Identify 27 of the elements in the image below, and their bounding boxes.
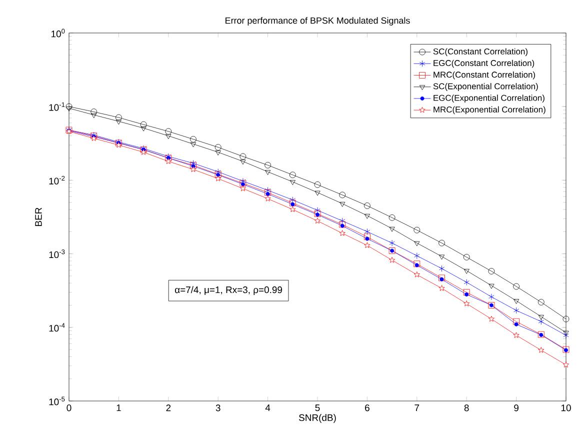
annotation: α=7/4, μ=1, Rx=3, ρ=0.99	[174, 286, 282, 296]
y-tick-label: 10$^{-3}$	[49, 250, 65, 258]
legend-label: MRC(Exponential Correlation)	[434, 106, 546, 114]
legend-label: SC(Constant Correlation)	[433, 48, 528, 56]
x-tick-label: 2	[166, 404, 171, 412]
legend-label: MRC(Constant Correlation)	[434, 71, 536, 80]
legend-label: EGC(Constant Correlation)	[434, 60, 534, 68]
x-tick-label: 1	[116, 404, 121, 412]
x-tick-label: 4	[265, 404, 270, 412]
x-tick-label: 5	[315, 404, 320, 412]
chart-title: Error performance of BPSK Modulated Signals	[226, 17, 410, 26]
y-tick-label: 10$^{-4}$	[49, 323, 65, 332]
y-axis-title: BER	[35, 208, 42, 226]
x-tick-label: 9	[514, 404, 518, 412]
y-tick-label: 10$^{-2}$	[49, 176, 65, 184]
x-tick-label: 7	[414, 404, 420, 412]
x-axis-title: SNR(dB)	[299, 414, 336, 423]
legend-label: EGC(Exponential Correlation)	[434, 94, 544, 103]
legend-label: SC(Exponential Correlation)	[433, 83, 538, 91]
x-tick-label: 0	[66, 404, 72, 412]
y-tick-label: 10$^{-1}$	[49, 102, 65, 111]
x-tick-label: 8	[464, 404, 469, 412]
x-tick-label: 10	[561, 404, 571, 412]
x-tick-label: 3	[216, 404, 220, 412]
y-tick-label: 10$^{-5}$	[49, 396, 65, 406]
y-tick-label: 10$^{0}$	[51, 28, 65, 38]
x-tick-label: 6	[365, 404, 370, 412]
